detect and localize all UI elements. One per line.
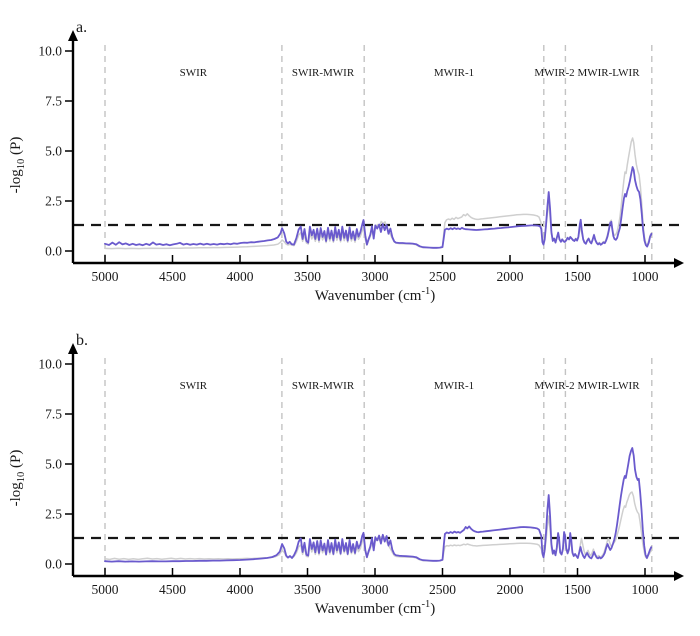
x-tick-label: 1000 [632, 582, 659, 597]
x-tick-label: 2000 [497, 269, 524, 284]
x-tick-label: 2500 [429, 269, 456, 284]
y-tick-label: 5.0 [45, 457, 62, 472]
x-tick-label: 3500 [294, 582, 321, 597]
purple-series-line [104, 166, 653, 249]
region-label: MWIR-2 [534, 67, 574, 79]
x-tick-label: 2500 [429, 582, 456, 597]
region-label: SWIR [180, 67, 208, 79]
x-axis-title: Wavenumber (cm-1) [315, 286, 435, 304]
x-tick-label: 1000 [632, 269, 659, 284]
y-tick-label: 2.5 [45, 194, 62, 209]
x-tick-label: 4000 [227, 269, 254, 284]
x-tick-label: 5000 [92, 269, 119, 284]
region-label: SWIR-MWIR [292, 380, 355, 392]
y-tick-label: 2.5 [45, 507, 62, 522]
y-tick-label: 10.0 [38, 44, 62, 59]
x-tick-label: 3000 [362, 269, 389, 284]
panel-label: a. [76, 19, 87, 36]
panel-b: SWIR SWIR-MWIR MWIR-1 MWIR-2 MWIR-LWIR 5000 45… [8, 332, 686, 617]
y-axis-arrow [68, 343, 78, 354]
x-axis-title: Wavenumber (cm-1) [315, 599, 435, 617]
y-tick-label: 0.0 [45, 244, 62, 259]
x-tick-label: 4500 [159, 582, 186, 597]
panel-a: SWIR SWIR-MWIR MWIR-1 MWIR-2 MWIR-LWIR 5000 45… [8, 19, 686, 304]
y-tick-label: 10.0 [38, 357, 62, 372]
x-tick-label: 3500 [294, 269, 321, 284]
x-tick-label: 4000 [227, 582, 254, 597]
region-label: MWIR-2 [534, 380, 574, 392]
x-tick-label: 1500 [564, 269, 591, 284]
purple-series-line [104, 447, 653, 563]
region-label: SWIR [180, 380, 208, 392]
region-label: MWIR-1 [434, 380, 474, 392]
x-axis-arrow [674, 571, 684, 581]
region-label: MWIR-LWIR [577, 67, 640, 79]
y-tick-label: 0.0 [45, 557, 62, 572]
x-tick-label: 1500 [564, 582, 591, 597]
x-tick-label: 4500 [159, 269, 186, 284]
y-axis-arrow [68, 30, 78, 41]
gray-series-line [104, 137, 653, 250]
region-label: SWIR-MWIR [292, 67, 355, 79]
panel-label: b. [76, 332, 88, 349]
y-axis-title: -log10 (P) [8, 450, 27, 507]
x-tick-label: 2000 [497, 582, 524, 597]
y-tick-label: 7.5 [45, 407, 62, 422]
y-tick-label: 5.0 [45, 144, 62, 159]
region-label: MWIR-LWIR [577, 380, 640, 392]
x-axis-arrow [674, 258, 684, 268]
y-tick-label: 7.5 [45, 94, 62, 109]
x-tick-label: 3000 [362, 582, 389, 597]
region-label: MWIR-1 [434, 67, 474, 79]
x-tick-label: 5000 [92, 582, 119, 597]
y-axis-title: -log10 (P) [8, 137, 27, 194]
